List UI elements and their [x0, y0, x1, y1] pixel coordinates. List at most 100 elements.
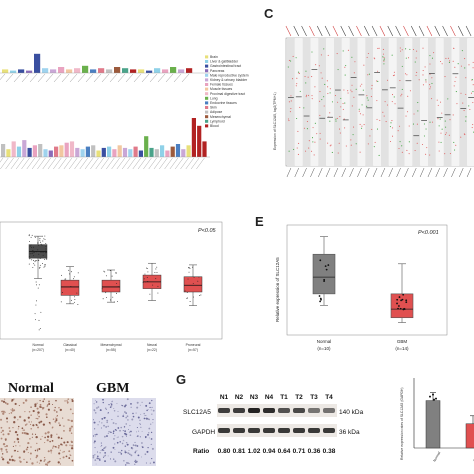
panel-a-top-tick	[37, 73, 46, 83]
wb-band-slc12a5	[233, 408, 245, 413]
panel-d-point	[104, 271, 106, 273]
normal-tissue-cell	[39, 406, 42, 408]
panel-c-point	[401, 65, 403, 67]
gbm-tissue-cell	[146, 409, 148, 412]
gbm-tissue-cell	[93, 409, 96, 412]
panel-c-point	[295, 85, 297, 87]
panel-c-point	[400, 50, 402, 52]
panel-a-bottom-bar	[175, 144, 181, 157]
wb-ratio-value: 0.94	[263, 448, 276, 455]
panel-a-bottom-bar	[186, 145, 191, 157]
normal-tissue-cell	[70, 447, 74, 450]
panel-d-point	[115, 272, 117, 274]
normal-tissue-cell	[37, 450, 39, 452]
panel-a-top-tick	[141, 73, 150, 83]
gbm-tissue-cell	[151, 399, 153, 402]
panel-c-point	[399, 141, 401, 143]
normal-tissue-cell	[28, 410, 31, 413]
panel-c-point	[453, 141, 455, 143]
panel-c-header-mark	[301, 25, 307, 37]
panel-d-point	[46, 251, 48, 253]
normal-tissue-cell	[32, 409, 35, 413]
gbm-tissue-cell	[103, 457, 105, 459]
panel-d-point	[44, 250, 46, 252]
panel-c-point	[377, 70, 379, 72]
panel-d-n-label: (n=57)	[188, 348, 198, 352]
gbm-tissue-cell	[144, 453, 147, 456]
panel-a-bottom-bar	[117, 145, 122, 157]
panel-a-top-tick	[85, 73, 94, 83]
panel-d-box	[60, 279, 80, 296]
panel-c-point	[295, 57, 297, 59]
panel-c-point	[448, 134, 450, 136]
legend-label: Liver & gallbladder	[210, 60, 239, 64]
wb-kda-140: 140 kDa	[339, 409, 364, 416]
panel-e-point	[396, 302, 398, 305]
gbm-tissue-cell	[99, 409, 102, 412]
panel-a-bottom-bar	[107, 146, 112, 157]
panel-c-point	[355, 88, 357, 90]
panel-c-point	[299, 90, 301, 92]
panel-c-column	[318, 38, 327, 166]
panel-c-point	[340, 106, 342, 108]
panel-c-point	[463, 109, 465, 112]
normal-tissue-cell	[31, 436, 33, 438]
panel-d-point	[146, 277, 148, 278]
panel-e-letter: E	[255, 214, 264, 229]
gbm-tissue-cell	[92, 435, 95, 437]
normal-tissue-cell	[18, 405, 20, 407]
panel-d-point	[28, 241, 30, 242]
panel-c-point	[447, 98, 449, 100]
panel-c-point	[331, 151, 333, 153]
panel-d-point	[44, 264, 46, 266]
gbm-tissue-cell	[143, 412, 145, 415]
panel-d-point	[200, 294, 202, 296]
panel-d-outlier	[38, 319, 40, 321]
panel-c-point	[444, 120, 446, 122]
panel-a-bottom-bar	[160, 145, 165, 157]
normal-tissue-cell	[18, 425, 20, 428]
panel-d-point	[146, 268, 148, 269]
panel-c-point	[445, 132, 447, 134]
wb-row-slc12a5: SLC12A5	[183, 409, 211, 416]
panel-d-point	[61, 274, 63, 276]
panel-c-point	[426, 147, 428, 149]
panel-a-bottom-bars	[1, 118, 207, 157]
gbm-tissue-cell	[132, 444, 134, 446]
panel-c-bottom-tick	[380, 167, 386, 178]
panel-d-point	[36, 260, 38, 262]
panel-c-point	[367, 99, 369, 101]
legend-label: Endocrine tissues	[210, 101, 237, 105]
panel-c-point	[305, 150, 307, 152]
legend-label: Kidney & urinary bladder	[210, 78, 248, 82]
panel-a-top-bar	[74, 68, 81, 73]
panel-c-point	[425, 79, 427, 81]
panel-c-column	[459, 38, 468, 166]
normal-tissue-cell	[35, 435, 38, 439]
legend-label: Brain	[210, 55, 218, 59]
wb-band-gapdh	[248, 428, 260, 433]
panel-c-point	[342, 103, 344, 105]
normal-tissue-cell	[52, 426, 54, 428]
normal-tissue-cell	[53, 409, 56, 412]
panel-c-point	[471, 79, 473, 81]
panel-c-point	[472, 101, 474, 104]
panel-c-point	[306, 120, 308, 123]
gbm-tissue-cell	[139, 419, 141, 422]
panel-a-top-bar	[122, 68, 129, 73]
normal-tissue-cell	[23, 450, 26, 453]
panel-c-header-mark	[316, 25, 323, 37]
wb-ratio-value: 0.36	[308, 448, 321, 455]
panel-c-point	[431, 57, 433, 59]
panel-c-header-mark	[410, 25, 417, 37]
panel-c-bottom-tick	[412, 167, 417, 178]
panel-d-point	[28, 256, 30, 257]
normal-tissue-cell	[0, 418, 3, 421]
legend-swatch	[205, 87, 209, 91]
normal-tissue-cell	[17, 441, 20, 443]
normal-tissue-cell	[50, 449, 53, 452]
panel-c-point	[371, 88, 373, 90]
panel-a-bottom-bar	[202, 141, 207, 157]
panel-c-point	[457, 63, 459, 65]
